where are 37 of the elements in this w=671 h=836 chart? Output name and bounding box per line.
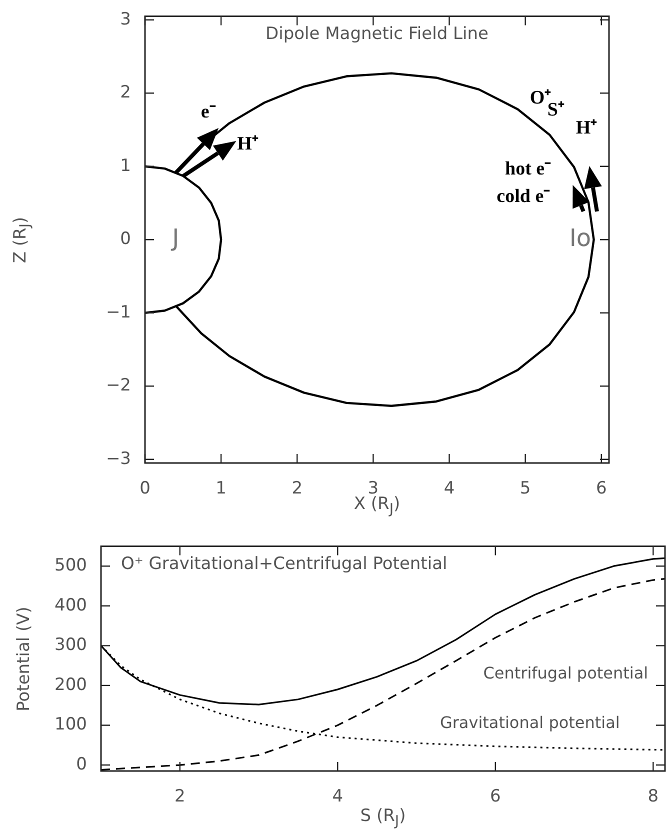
x-tick-label: 4 bbox=[332, 786, 344, 807]
text: Dipole Magnetic Field Line bbox=[266, 24, 488, 44]
series-label: Gravitational potential bbox=[440, 712, 620, 732]
annotation: cold e⁻ bbox=[496, 186, 551, 208]
x-tick-label: 0 bbox=[140, 478, 150, 499]
annotation: H⁺ bbox=[237, 133, 259, 154]
x-tick-label: 2 bbox=[292, 478, 303, 499]
x-tick-label: 5 bbox=[520, 478, 531, 499]
x-tick-label: 6 bbox=[490, 786, 501, 807]
y-tick-label: −3 bbox=[106, 448, 131, 469]
y-tick-label: 300 bbox=[54, 635, 87, 656]
y-tick-label: 1 bbox=[120, 156, 131, 176]
x-axis-title: X (R$_{J}$) bbox=[354, 494, 400, 518]
y-tick-label: −2 bbox=[106, 376, 131, 396]
annotation: Io bbox=[569, 224, 592, 252]
x-tick-label: 2 bbox=[174, 786, 186, 807]
y-tick-label: 0 bbox=[120, 229, 131, 250]
y-tick-label: 500 bbox=[54, 556, 87, 576]
text: O⁺ Gravitational+Centrifugal Potential bbox=[121, 554, 448, 574]
y-axis-title: Potential (V) bbox=[14, 606, 34, 711]
y-tick-label: 200 bbox=[54, 674, 87, 695]
x-tick-label: 4 bbox=[444, 478, 455, 499]
annotation: hot e⁻ bbox=[505, 158, 552, 180]
x-tick-label: 1 bbox=[216, 478, 226, 499]
x-tick-label: 6 bbox=[596, 478, 607, 499]
y-tick-label: 2 bbox=[120, 82, 131, 103]
y-tick-label: 0 bbox=[76, 754, 87, 774]
series-label: Centrifugal potential bbox=[483, 663, 648, 682]
x-axis-title: S (R$_{J}$) bbox=[360, 806, 406, 830]
y-tick-label: −1 bbox=[106, 302, 131, 322]
y-tick-label: 3 bbox=[120, 9, 131, 30]
annotation: H⁺ bbox=[576, 118, 598, 139]
y-tick-label: 100 bbox=[54, 714, 87, 735]
x-tick-label: 8 bbox=[648, 786, 659, 807]
annotation: J bbox=[170, 224, 180, 252]
annotation: e⁻ bbox=[200, 102, 216, 123]
y-tick-label: 400 bbox=[54, 595, 87, 616]
